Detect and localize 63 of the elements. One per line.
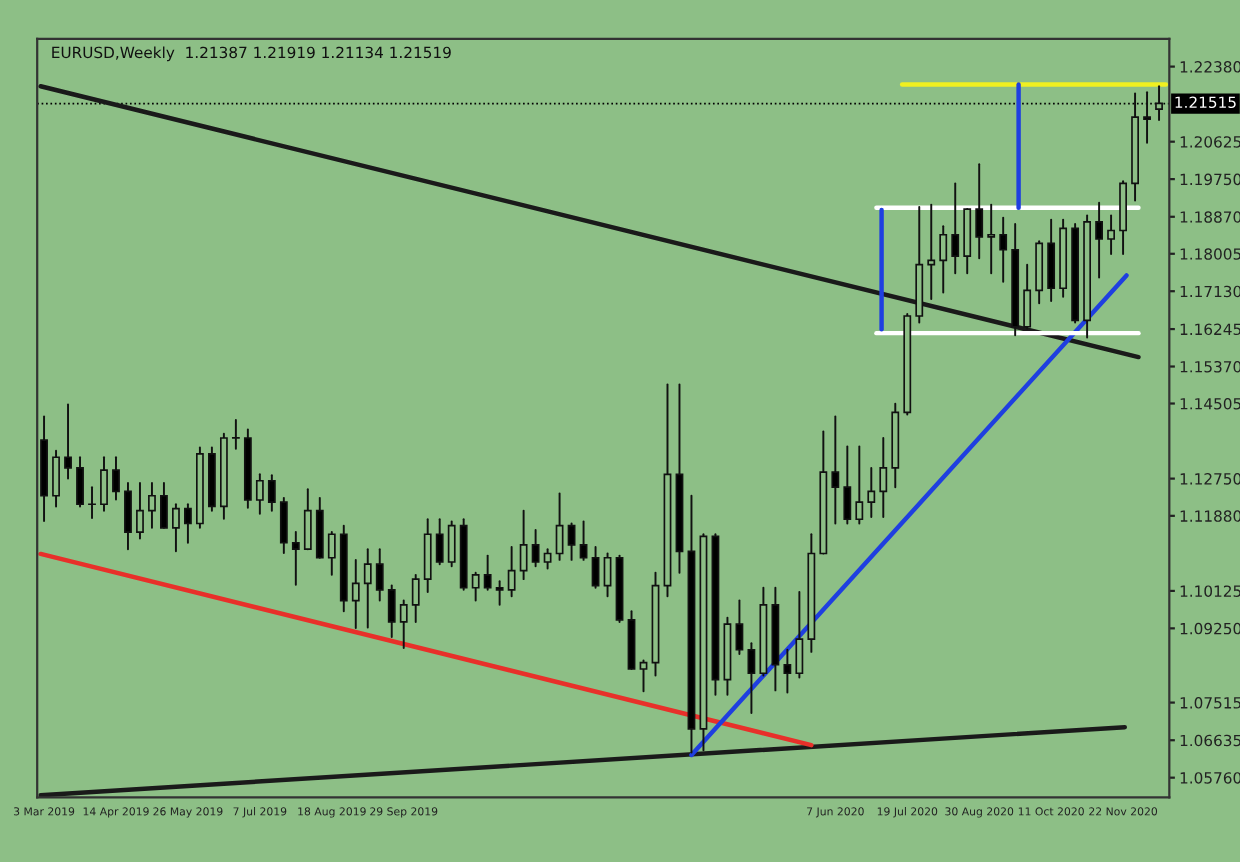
- candlestick: [483, 554, 492, 591]
- candlestick: [291, 531, 300, 586]
- candlestick: [1107, 214, 1116, 255]
- candlestick: [124, 481, 132, 551]
- candlestick: [927, 203, 936, 300]
- candlestick: [855, 445, 864, 525]
- candlestick: [76, 456, 84, 508]
- candlestick: [64, 403, 72, 480]
- candlestick: [795, 591, 804, 679]
- candlestick: [303, 488, 312, 551]
- candlestick: [387, 584, 396, 638]
- candlestick: [987, 203, 996, 275]
- candlestick: [351, 558, 360, 629]
- candlestick: [1119, 180, 1127, 255]
- candlestick: [1023, 263, 1032, 330]
- candlestick: [471, 571, 480, 602]
- candlestick: [411, 573, 420, 623]
- candlestick: [423, 518, 432, 593]
- candlestick: [531, 528, 540, 568]
- candlestick: [255, 473, 264, 515]
- candlestick: [639, 659, 648, 693]
- candlestick: [160, 481, 168, 529]
- candlestick: [363, 548, 372, 629]
- candlestick: [1155, 85, 1163, 121]
- candlestick: [579, 520, 588, 561]
- candlestick: [435, 518, 444, 566]
- candlestick: [567, 522, 576, 561]
- candlestick: [172, 503, 180, 553]
- candlestick: [543, 548, 552, 570]
- candlestick: [495, 580, 504, 606]
- candlestick: [231, 419, 240, 450]
- candlestick: [136, 481, 144, 540]
- candlestick: [112, 456, 120, 501]
- candlestick: [519, 509, 528, 581]
- candlestick: [999, 216, 1008, 283]
- candlestick: [88, 486, 96, 519]
- candlestick: [867, 466, 876, 519]
- candlestick: [1035, 240, 1044, 305]
- candlestick: [315, 496, 324, 559]
- candlestick: [843, 445, 852, 525]
- candlestick: [963, 208, 972, 275]
- candlestick: [267, 474, 276, 512]
- candlestick: [975, 163, 984, 260]
- candlestick: [399, 599, 408, 649]
- candlestick: [747, 642, 756, 715]
- candlestick: [507, 546, 516, 598]
- candlestick: [279, 496, 288, 555]
- candlestick: [783, 648, 792, 694]
- candlestick: [735, 599, 744, 655]
- candlestick: [184, 503, 192, 544]
- candlestick: [148, 481, 156, 529]
- candlestick: [939, 225, 948, 294]
- candlestick: [447, 520, 456, 568]
- candlestick: [327, 531, 336, 576]
- candlestick: [1095, 201, 1104, 279]
- candlestick: [831, 415, 840, 525]
- candlestick: [100, 456, 108, 512]
- candlestick: [52, 449, 60, 508]
- candlestick: [375, 548, 384, 602]
- candlestick: [1047, 218, 1056, 303]
- candlestick: [951, 182, 960, 275]
- candlestick: [879, 436, 888, 519]
- candlestick: [555, 492, 564, 561]
